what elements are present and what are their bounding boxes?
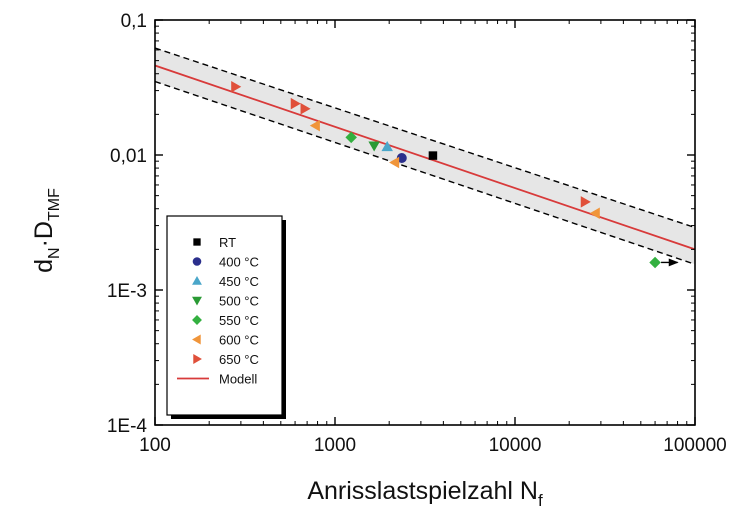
data-point-triangle-right-6-1 — [290, 97, 301, 110]
legend-marker-triangle-down — [192, 296, 202, 306]
data-points — [231, 81, 679, 269]
data-point-triangle-right-6-0 — [231, 81, 242, 93]
model-line — [155, 64, 695, 251]
y-tick-label: 1E-4 — [107, 416, 148, 437]
x-axis-label-main: Anrisslastspielzahl N — [307, 477, 538, 505]
data-point-diamond-4-0 — [345, 131, 357, 144]
data-point-square-0-0 — [428, 151, 438, 160]
y-axis-label-d: d — [30, 259, 58, 273]
y-tick-label: 1E-3 — [107, 281, 147, 302]
x-axis-label: Anrisslastspielzahl Nf — [307, 477, 543, 510]
lower-scatter-band-line — [155, 80, 695, 265]
y-axis-label-sub-tmf: TMF — [46, 188, 63, 221]
model-line-layer — [155, 64, 695, 251]
x-tick-label: 1000 — [314, 435, 356, 456]
data-point-diamond-4-1 — [649, 256, 661, 269]
legend-marker-square — [193, 238, 201, 246]
legend-marker-circle — [192, 257, 202, 266]
data-point-triangle-left-5-0 — [309, 119, 320, 132]
y-axis-label: dN·DTMF — [30, 188, 63, 273]
legend-label: 650 °C — [219, 352, 259, 367]
y-axis-label-sub-n: N — [46, 247, 63, 259]
legend-label: RT — [219, 235, 236, 250]
legend-marker-triangle-right — [193, 354, 202, 364]
y-tick-label: 0,01 — [110, 146, 147, 167]
data-point-triangle-right-6-3 — [580, 196, 591, 208]
legend-label: 450 °C — [219, 274, 259, 289]
y-axis-label-d-tmf: ·D — [30, 221, 58, 247]
data-point-triangle-up-2-0 — [381, 141, 393, 152]
legend-box — [166, 215, 283, 416]
x-tick-label: 10000 — [489, 435, 542, 456]
y-tick-label: 0,1 — [121, 11, 147, 32]
legend-marker-triangle-left — [192, 334, 201, 345]
data-point-triangle-right-6-2 — [300, 103, 311, 115]
data-point-triangle-left-5-1 — [389, 156, 400, 169]
upper-scatter-band-line — [155, 47, 695, 229]
legend-label: 400 °C — [219, 255, 259, 270]
legend-label: Modell — [219, 372, 257, 387]
data-point-triangle-down-3-0 — [368, 141, 380, 152]
x-tick-label: 100 — [139, 435, 171, 456]
legend: RT 400 °C 450 °C 500 °C 550 °C 600 °C 650 °C Mo… — [166, 215, 286, 419]
legend-label: 600 °C — [219, 333, 259, 348]
scatter-band — [155, 47, 695, 265]
axis-ticks: 100 1000 10000 100000 1E-4 1E-3 0,01 0,1 — [107, 11, 727, 456]
scatter-band-fill — [155, 48, 695, 265]
data-point-triangle-left-5-2 — [589, 207, 600, 220]
plot-frame — [154, 19, 696, 426]
data-point-circle-1-0 — [396, 153, 407, 164]
legend-marker-triangle-up — [192, 276, 202, 285]
legend-label: 500 °C — [219, 294, 259, 309]
legend-label: 550 °C — [219, 313, 259, 328]
x-axis-label-sub: f — [538, 491, 543, 510]
x-tick-label: 100000 — [663, 435, 726, 456]
legend-marker-diamond — [192, 315, 202, 325]
